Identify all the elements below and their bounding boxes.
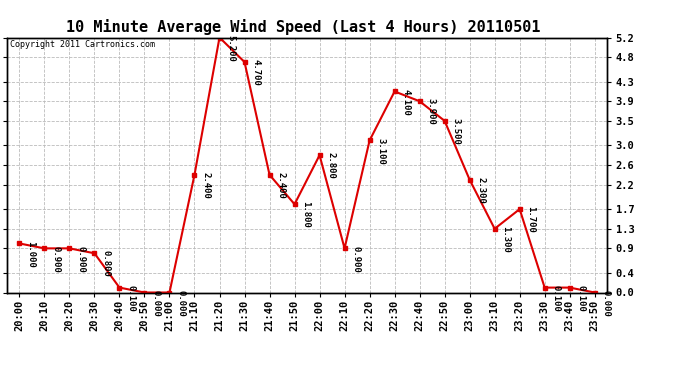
Text: 2.800: 2.800 xyxy=(326,152,335,179)
Text: 4.700: 4.700 xyxy=(251,59,260,86)
Text: 0.100: 0.100 xyxy=(551,285,560,312)
Text: 4.100: 4.100 xyxy=(402,88,411,116)
Text: 5.200: 5.200 xyxy=(226,35,235,62)
Text: 2.300: 2.300 xyxy=(477,177,486,204)
Text: 1.000: 1.000 xyxy=(26,241,35,267)
Text: 2.400: 2.400 xyxy=(277,172,286,199)
Text: Copyright 2011 Cartronics.com: Copyright 2011 Cartronics.com xyxy=(10,40,155,49)
Text: 3.100: 3.100 xyxy=(377,138,386,165)
Text: 0.000: 0.000 xyxy=(177,290,186,316)
Text: 1.800: 1.800 xyxy=(302,201,310,228)
Text: 1.300: 1.300 xyxy=(502,226,511,253)
Text: 0.000: 0.000 xyxy=(151,290,160,316)
Text: 0.900: 0.900 xyxy=(351,246,360,273)
Text: 0.100: 0.100 xyxy=(577,285,586,312)
Text: 2.400: 2.400 xyxy=(201,172,210,199)
Text: 0.900: 0.900 xyxy=(77,246,86,273)
Text: 3.500: 3.500 xyxy=(451,118,460,145)
Text: 0.000: 0.000 xyxy=(602,290,611,316)
Text: 10 Minute Average Wind Speed (Last 4 Hours) 20110501: 10 Minute Average Wind Speed (Last 4 Hou… xyxy=(66,19,541,35)
Text: 0.800: 0.800 xyxy=(101,251,110,278)
Text: 0.100: 0.100 xyxy=(126,285,135,312)
Text: 1.700: 1.700 xyxy=(526,206,535,233)
Text: 0.900: 0.900 xyxy=(51,246,60,273)
Text: 3.900: 3.900 xyxy=(426,99,435,125)
